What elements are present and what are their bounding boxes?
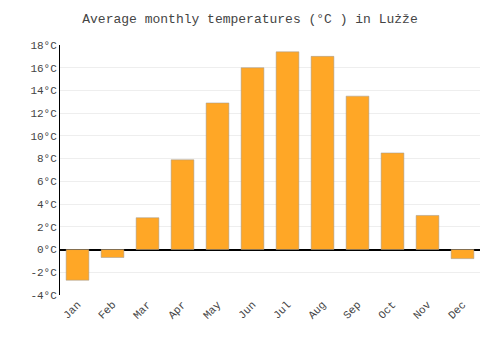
- svg-text:Jul: Jul: [271, 299, 293, 321]
- svg-text:-2°C: -2°C: [30, 267, 57, 279]
- svg-text:6°C: 6°C: [37, 176, 57, 188]
- svg-text:Sep: Sep: [341, 299, 363, 321]
- svg-text:Apr: Apr: [166, 299, 188, 321]
- svg-text:10°C: 10°C: [30, 131, 57, 143]
- svg-text:Jun: Jun: [236, 299, 258, 321]
- svg-text:12°C: 12°C: [30, 108, 57, 120]
- svg-text:Jan: Jan: [61, 299, 83, 321]
- svg-text:May: May: [201, 299, 224, 322]
- svg-text:-4°C: -4°C: [30, 290, 57, 302]
- svg-text:18°C: 18°C: [30, 40, 57, 52]
- svg-text:16°C: 16°C: [30, 63, 57, 75]
- svg-text:Mar: Mar: [131, 299, 153, 321]
- svg-text:Aug: Aug: [306, 299, 328, 321]
- svg-text:14°C: 14°C: [30, 85, 57, 97]
- svg-text:Dec: Dec: [446, 299, 468, 321]
- svg-text:Nov: Nov: [411, 299, 434, 322]
- svg-text:Oct: Oct: [376, 299, 398, 321]
- svg-text:Feb: Feb: [96, 299, 118, 321]
- svg-text:8°C: 8°C: [37, 153, 57, 165]
- svg-text:2°C: 2°C: [37, 222, 57, 234]
- svg-text:Average monthly temperatures (: Average monthly temperatures (°C ) in Lu…: [82, 12, 417, 27]
- svg-text:0°C: 0°C: [37, 244, 57, 256]
- svg-text:4°C: 4°C: [37, 199, 57, 211]
